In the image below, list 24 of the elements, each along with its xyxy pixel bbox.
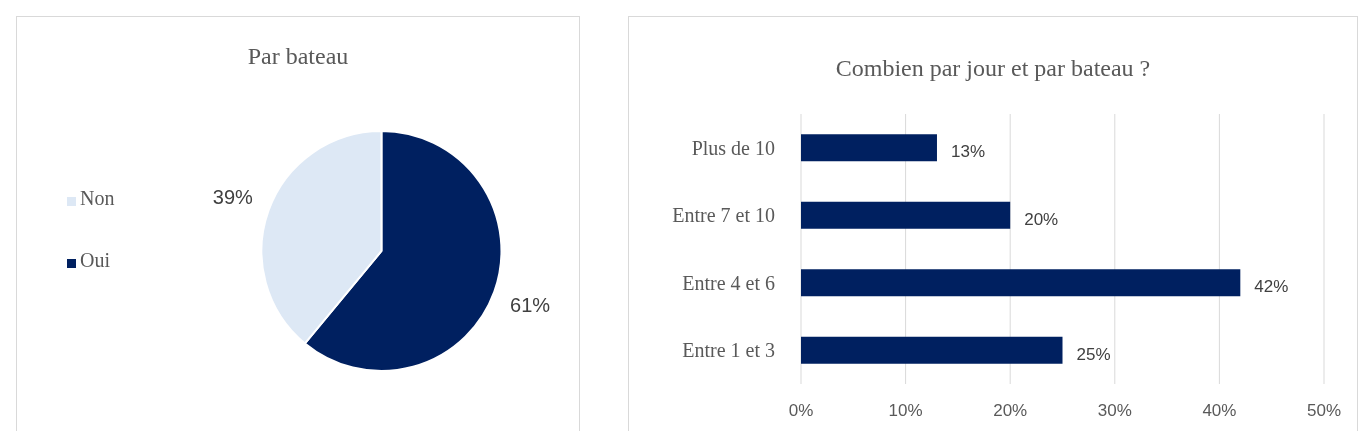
chart-title: Combien par jour et par bateau ? [834, 55, 1152, 82]
chart-title: Par bateau [246, 43, 350, 70]
y-tick-label: Entre 7 et 10 [672, 204, 775, 227]
x-tick-label: 50% [1306, 401, 1342, 421]
data-label: 42% [1254, 277, 1289, 297]
x-tick-label: 0% [788, 401, 814, 421]
data-label: 25% [1076, 344, 1111, 364]
legend-label: Non [80, 187, 115, 209]
x-tick-label: 10% [888, 401, 923, 421]
y-tick-label: Entre 1 et 3 [682, 339, 775, 362]
x-tick-label: 40% [1202, 401, 1237, 421]
bar [801, 269, 1241, 297]
y-tick-label: Entre 4 et 6 [682, 271, 775, 294]
y-tick-label: Plus de 10 [691, 136, 775, 159]
x-tick-label: 30% [1097, 401, 1132, 421]
data-label: 61% [510, 293, 551, 316]
bar [801, 336, 1063, 364]
legend-label: Oui [80, 249, 110, 271]
data-label: 39% [212, 186, 254, 209]
data-label: 20% [1024, 209, 1059, 229]
bar [801, 134, 937, 162]
data-label: 13% [950, 142, 986, 162]
x-tick-label: 20% [993, 401, 1028, 421]
bar [801, 201, 1011, 229]
